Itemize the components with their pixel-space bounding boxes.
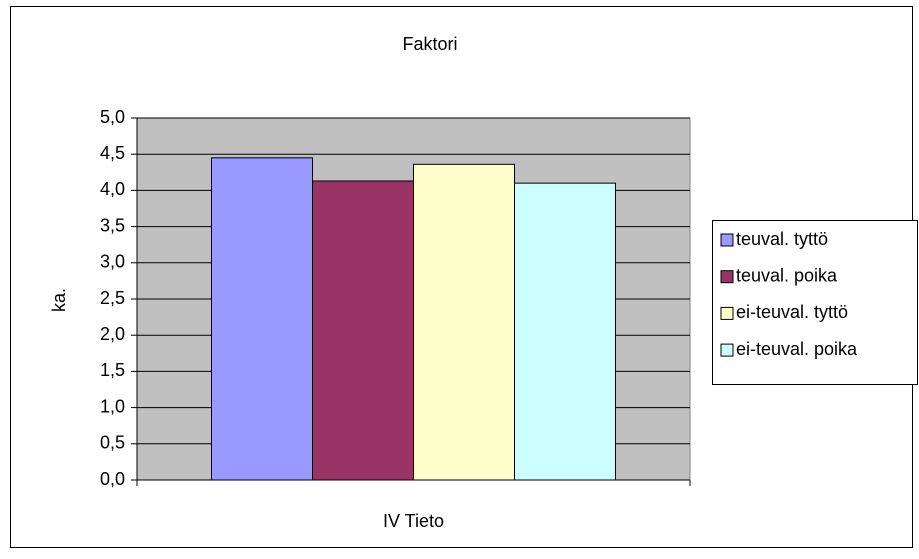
- y-tick-label: 5,0: [100, 107, 125, 127]
- legend-box: [712, 220, 918, 385]
- legend-label: teuval. tyttö: [736, 229, 828, 249]
- legend-label: ei-teuval. tyttö: [736, 302, 848, 322]
- bar: [413, 163, 515, 481]
- legend-swatch: [720, 306, 734, 320]
- y-tick-label: 2,5: [100, 288, 125, 308]
- bar: [211, 157, 313, 481]
- y-tick-label: 4,5: [100, 143, 125, 163]
- chart-title: Faktori: [402, 34, 457, 54]
- bar: [514, 182, 616, 481]
- y-tick-label: 1,0: [100, 396, 125, 416]
- y-tick-label: 4,0: [100, 179, 125, 199]
- legend-swatch: [720, 343, 734, 357]
- y-tick-label: 1,5: [100, 360, 125, 380]
- y-tick-label: 3,5: [100, 215, 125, 235]
- y-tick-label: 0,5: [100, 433, 125, 453]
- x-tick-label: IV Tieto: [383, 511, 444, 531]
- y-tick-label: 0,0: [100, 469, 125, 489]
- y-axis-label: ka.: [49, 288, 69, 312]
- legend-swatch: [720, 233, 734, 247]
- legend-label: ei-teuval. poika: [736, 339, 858, 359]
- legend-label: teuval. poika: [736, 265, 838, 285]
- y-tick-label: 3,0: [100, 252, 125, 272]
- bar: [312, 180, 414, 481]
- legend-swatch: [720, 270, 734, 284]
- y-tick-label: 2,0: [100, 324, 125, 344]
